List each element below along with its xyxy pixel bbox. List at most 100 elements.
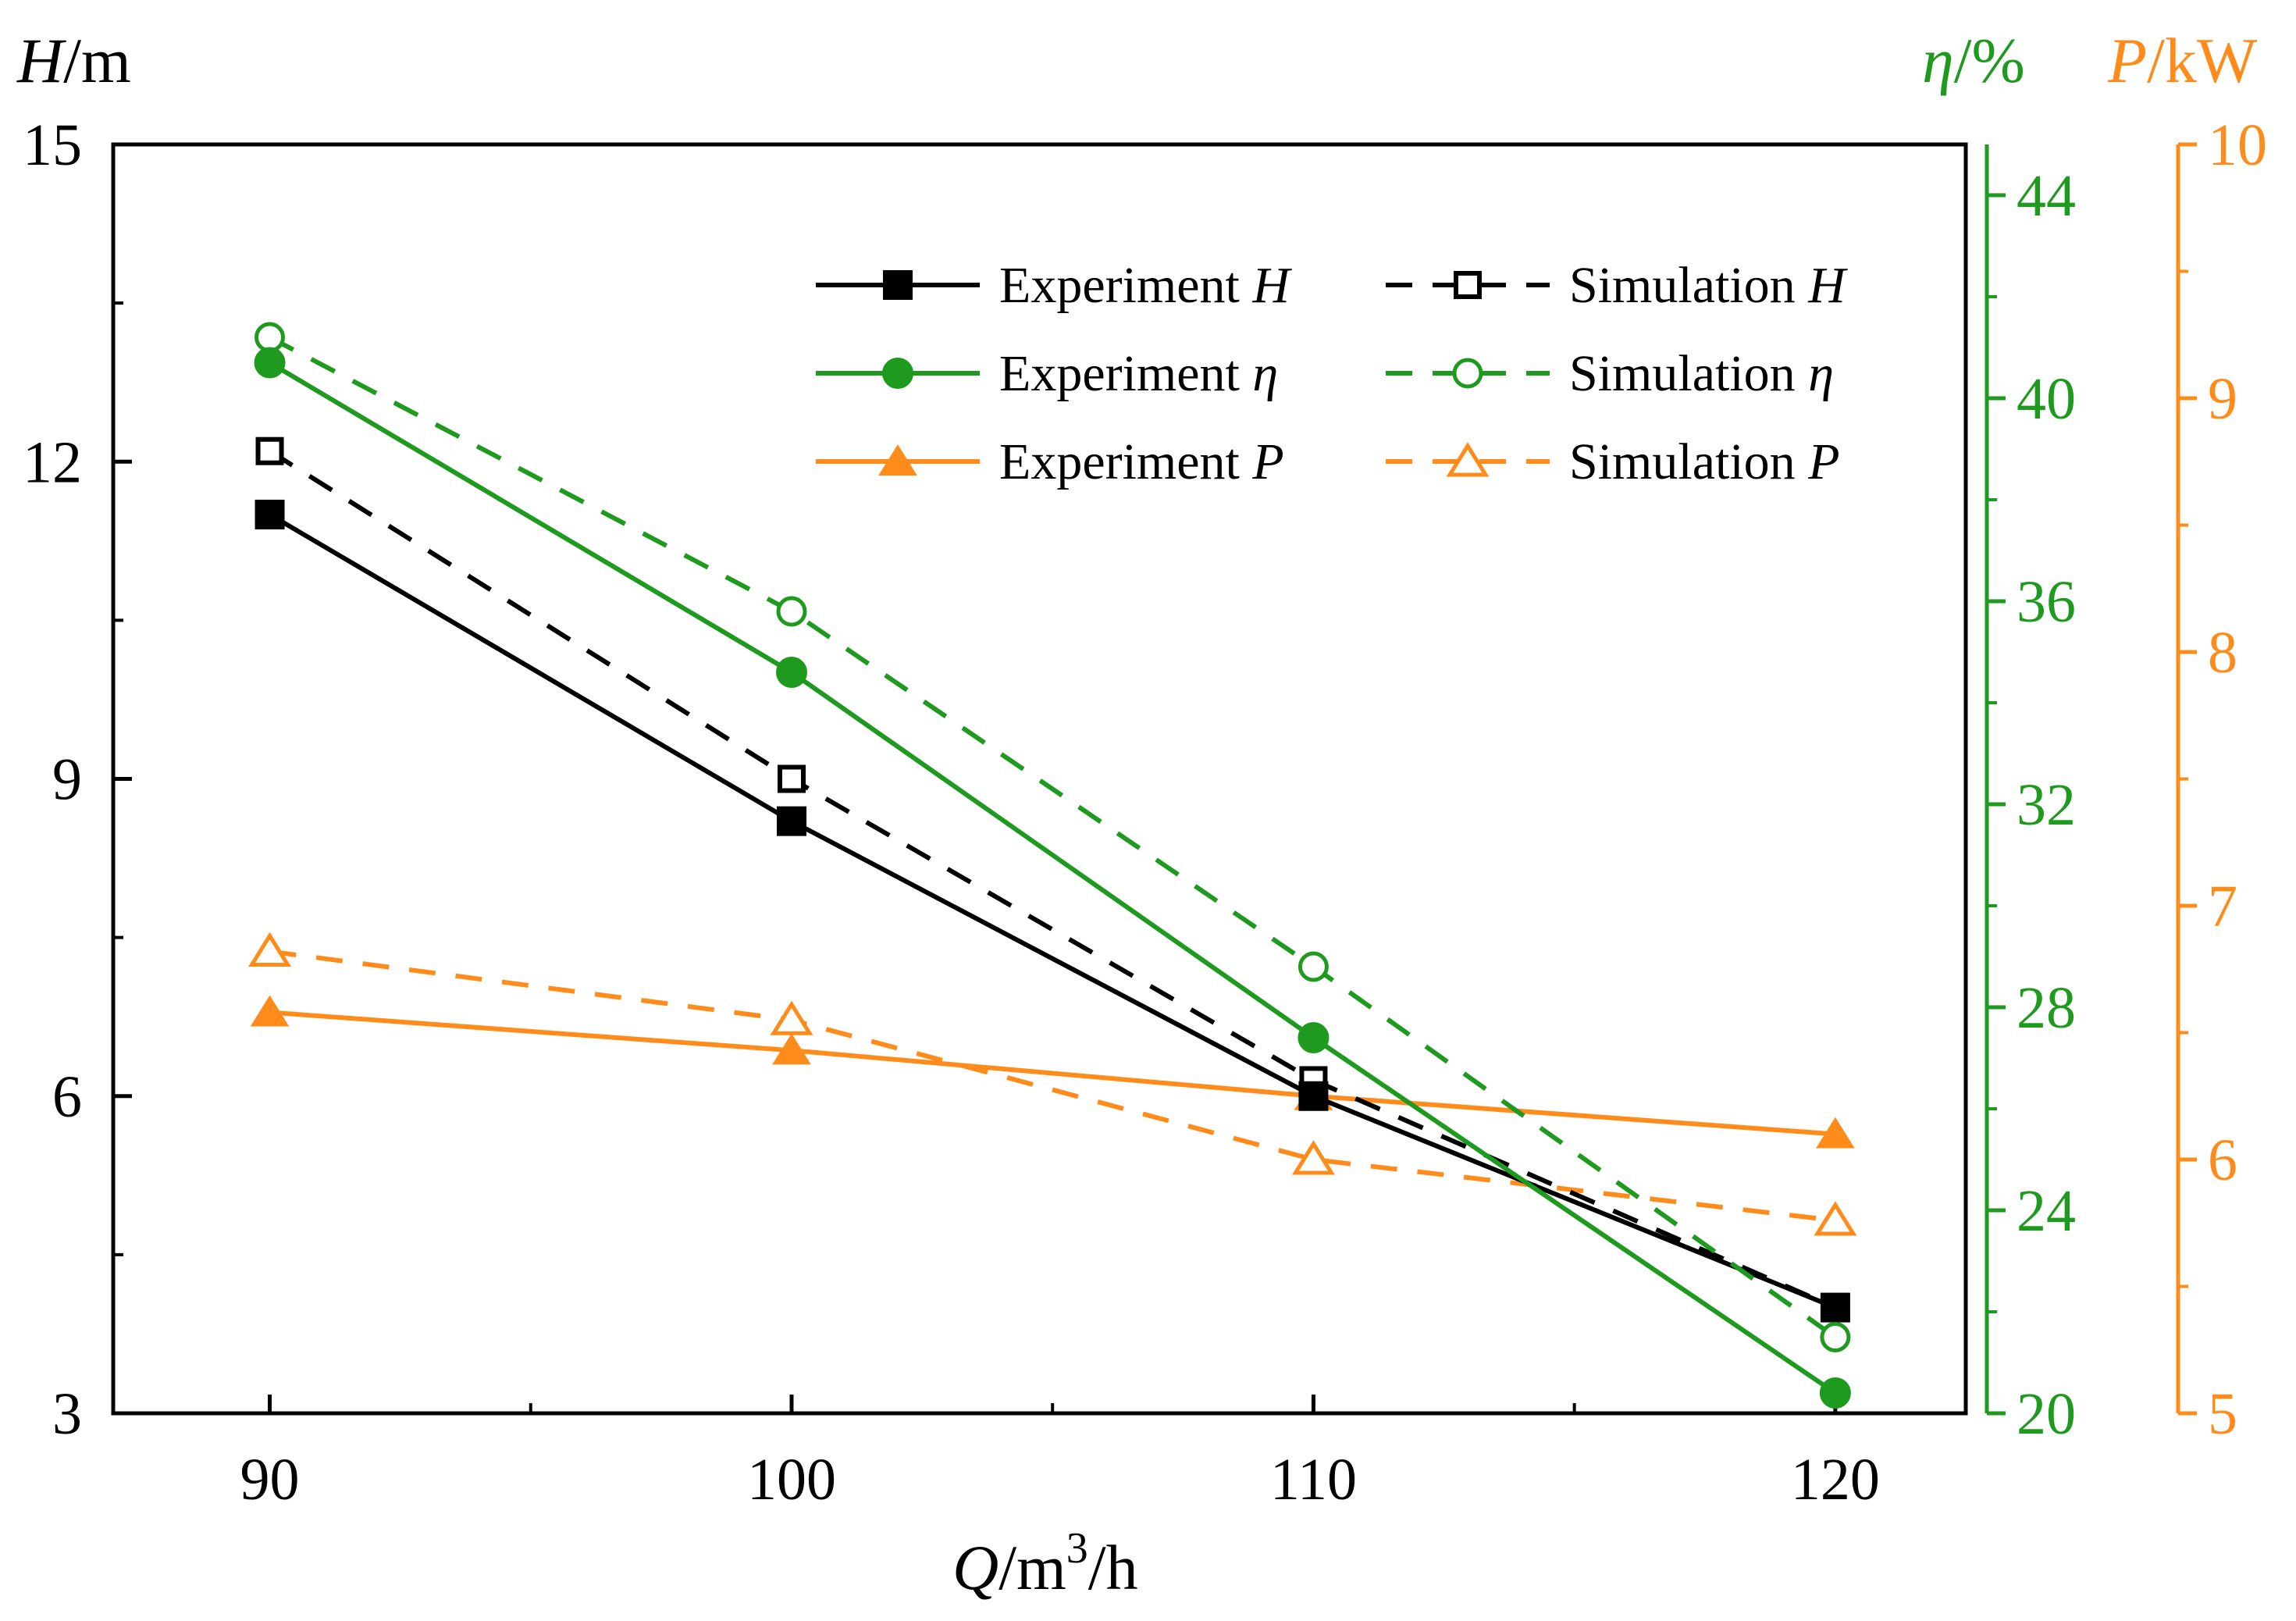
legend-label-text: Simulation [1569,433,1808,490]
series-group [248,322,1857,1409]
marker-experiment-h [255,499,285,529]
right2-axis-title-unit: /kW [2147,25,2258,96]
legend-marker [1454,271,1482,299]
marker-simulation-eta [1298,951,1329,982]
legend-item-experiment-h: Experiment H [816,257,1292,314]
marker-simulation-p [770,1000,813,1035]
right2-tick-label: 10 [2208,112,2267,178]
legend-marker [1452,358,1483,389]
right2-tick-label: 7 [2208,874,2237,939]
line-experiment-h [269,512,1837,1310]
x-tick-label: 110 [1270,1447,1357,1512]
left-tick-label: 12 [23,429,82,495]
marker-experiment-h [776,806,806,836]
right1-axis-title-var: η [1922,25,1954,96]
x-tick-label: 100 [747,1447,836,1512]
legend-label: Simulation P [1569,433,1840,490]
left-tick-label: 9 [52,747,82,813]
right2-tick-label: 8 [2208,620,2237,686]
series-simulation-eta [255,322,1851,1352]
line-simulation-h [268,449,1837,1310]
marker-simulation-p [248,932,292,967]
legend-item-simulation-p: Simulation P [1386,433,1840,490]
right1-axis-title: η/% [1922,25,2025,96]
legend-item-simulation-h: Simulation H [1386,257,1848,314]
legend-item-experiment-eta: Experiment η [816,345,1278,402]
x-axis-title-var: Q [952,1532,998,1603]
line-simulation-p [269,949,1836,1223]
right1-tick-label: 44 [2017,163,2076,229]
right1-tick-label: 28 [2017,975,2076,1041]
line-experiment-p [269,1010,1836,1137]
left-axis-title-var: H [16,25,66,96]
legend-label-var: η [1808,345,1834,402]
legend-marker [878,444,917,476]
marker-experiment-eta [254,347,286,379]
left-tick-label: 15 [23,112,82,178]
legend-marker [883,270,913,300]
left-axis-title-unit: /m [63,25,131,96]
legend-marker [882,358,913,389]
x-axis-title: Q/m3/h [952,1524,1138,1603]
right1-tick-label: 24 [2017,1178,2076,1244]
x-axis-title-tail: /h [1088,1532,1138,1603]
series-simulation-p [248,932,1857,1236]
legend-label-var: H [1807,257,1848,314]
legend-item-experiment-p: Experiment P [816,433,1284,490]
legend-label-text: Simulation [1569,257,1808,314]
legend-marker [1446,442,1490,477]
axis-titles: H/m η/% P/kWQ/m3/h [16,25,2258,1603]
right1-tick-label: 36 [2017,569,2076,635]
legend-label: Experiment P [999,433,1284,490]
marker-simulation-p [1814,1201,1857,1236]
legend-label: Simulation H [1569,257,1848,314]
right1-tick-label: 40 [2017,366,2076,432]
right2-axis-title-var: P [2107,25,2147,96]
right2-axis-title: P/kW [2107,25,2258,96]
legend-item-simulation-eta: Simulation η [1386,345,1834,402]
right2-tick-label: 5 [2208,1381,2237,1447]
legend-label: Experiment H [999,257,1292,314]
right2-tick-label: 9 [2208,366,2237,432]
marker-experiment-h [1820,1292,1850,1323]
marker-simulation-eta [255,322,286,353]
right1-tick-label: 32 [2017,772,2076,838]
legend-label: Simulation η [1569,345,1834,402]
left-tick-label: 6 [52,1064,82,1130]
marker-simulation-eta [776,596,807,627]
marker-experiment-p [1816,1117,1855,1149]
line-experiment-eta [269,360,1837,1395]
marker-experiment-h [1298,1081,1329,1111]
marker-experiment-eta [1819,1377,1851,1409]
right1-axis-title-unit: /% [1954,25,2025,96]
legend-label-var: H [1251,257,1292,314]
legend-label-text: Experiment [999,345,1252,402]
x-axis-title-unit: /m [998,1532,1066,1603]
marker-simulation-h [255,436,284,465]
marker-simulation-p [1291,1140,1335,1175]
x-tick-label: 90 [240,1447,300,1512]
legend-label-text: Simulation [1569,345,1808,402]
legend-label: Experiment η [999,345,1278,402]
legend-label-text: Experiment [999,257,1252,314]
marker-experiment-p [772,1033,811,1065]
line-simulation-eta [269,335,1837,1339]
right1-tick-label: 20 [2017,1381,2076,1447]
left-axis-title: H/m [16,25,131,96]
marker-experiment-eta [775,657,807,688]
x-tick-label: 120 [1791,1447,1880,1512]
marker-simulation-eta [1820,1322,1851,1352]
marker-experiment-eta [1298,1022,1330,1053]
x-axis-title-sup: 3 [1066,1524,1088,1573]
right2-tick-label: 6 [2208,1128,2237,1193]
legend-label-text: Experiment [999,433,1252,490]
marker-experiment-p [250,995,290,1027]
legend-label-var: P [1251,433,1283,490]
marker-simulation-h [777,764,806,793]
series-experiment-eta [254,347,1851,1409]
left-tick-label: 3 [52,1381,82,1447]
series-experiment-h [255,499,1850,1323]
